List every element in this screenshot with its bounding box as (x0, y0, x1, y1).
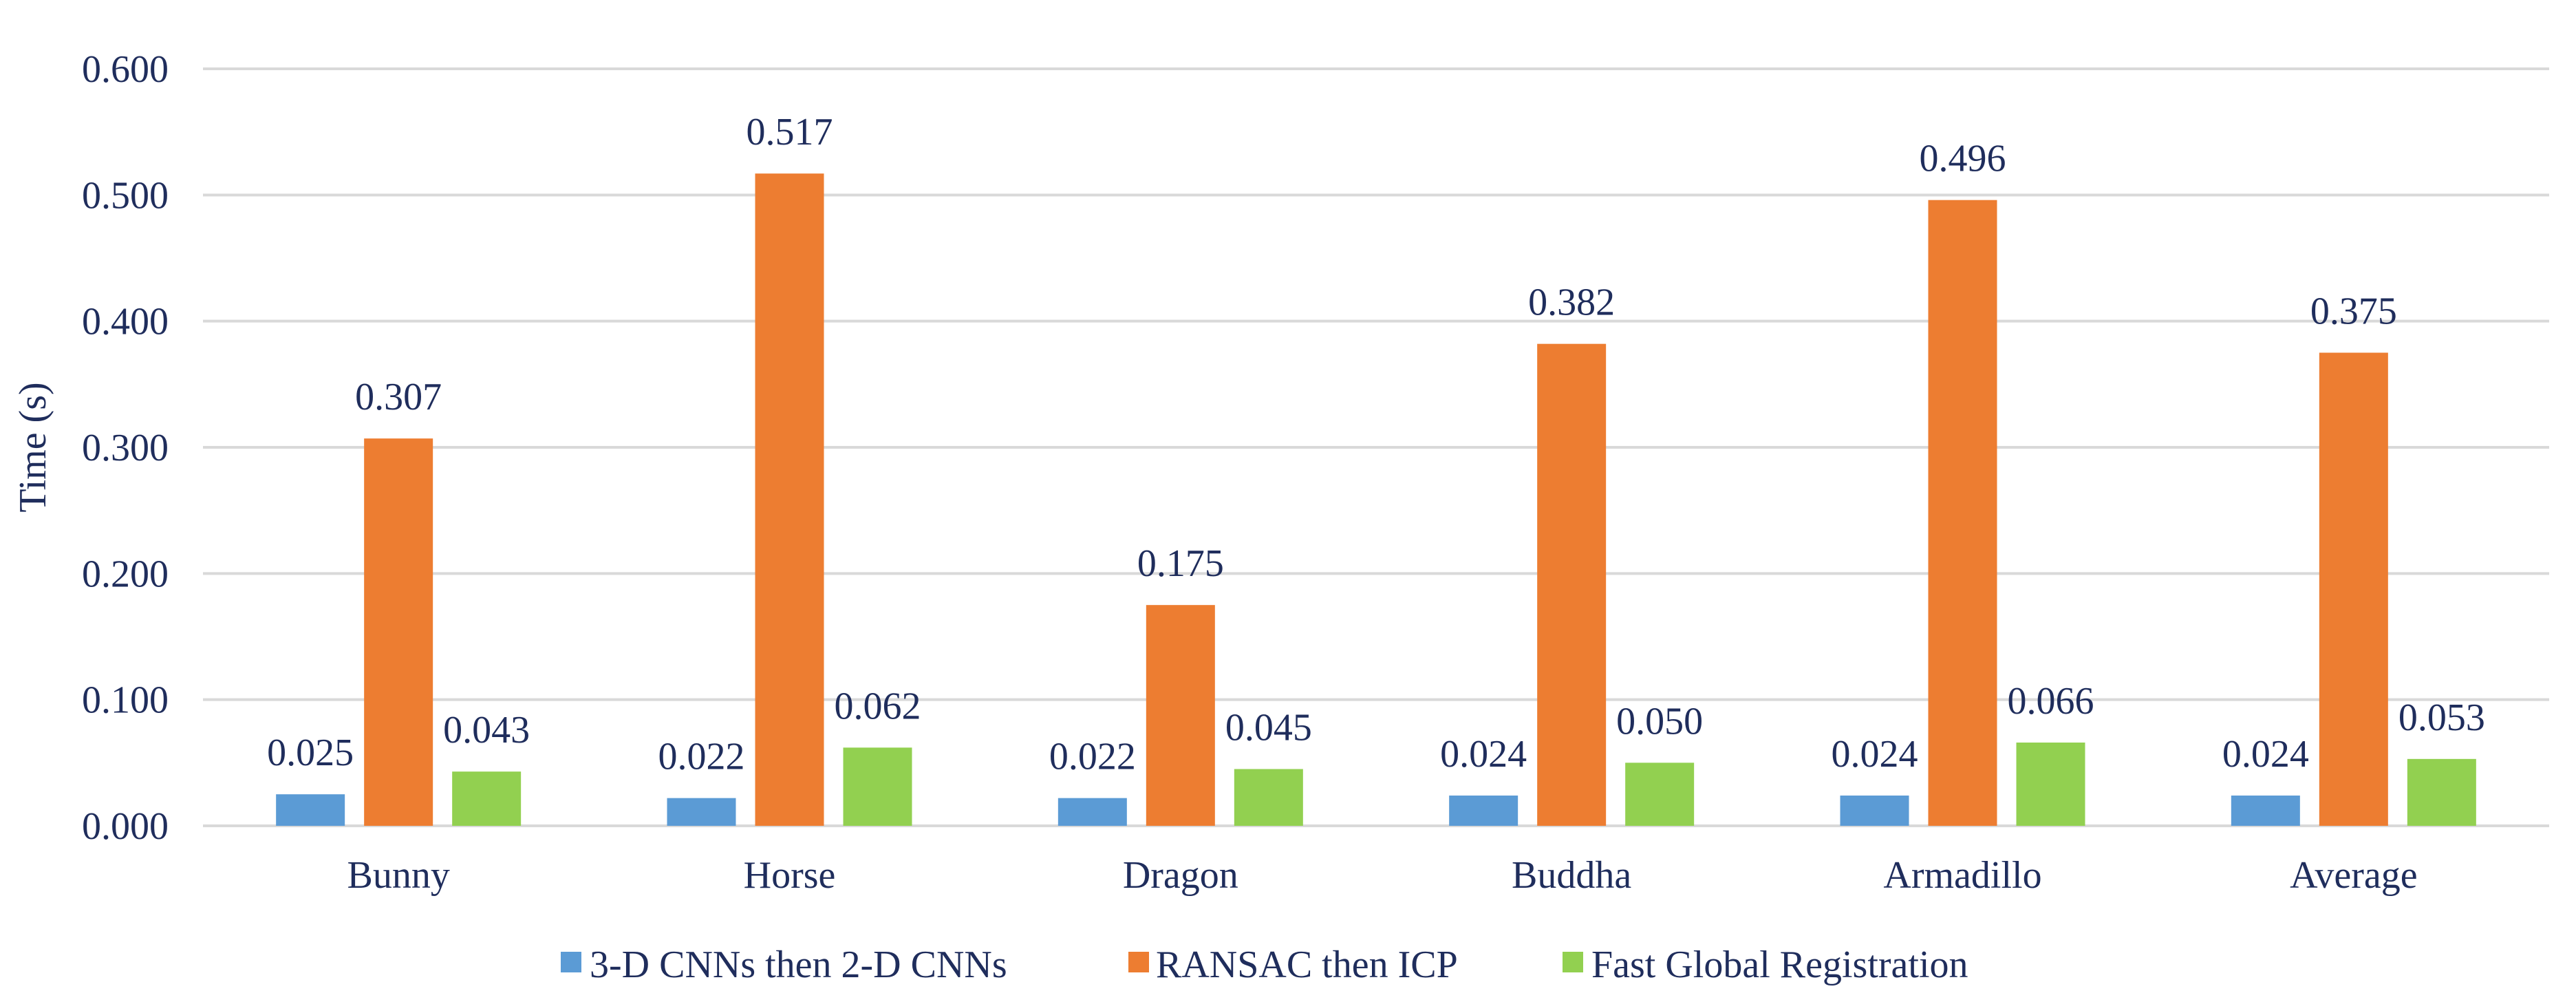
bar (2231, 796, 2300, 826)
bar (1058, 798, 1127, 826)
x-category-label: Horse (744, 854, 836, 897)
bar (276, 794, 345, 826)
x-category-label: Buddha (1512, 854, 1631, 897)
legend-label: RANSAC then ICP (1156, 944, 1458, 986)
data-labels: 0.025 0.307 0.043 0.022 0.517 0.062 0.022 0.175… (267, 111, 2485, 778)
x-category-label: Average (2290, 854, 2418, 897)
bar (1625, 763, 1695, 826)
legend-swatch (1128, 952, 1149, 972)
x-axis-categories: Bunny Horse Dragon Buddha Armadillo Average (347, 854, 2417, 897)
data-label: 0.024 (1440, 733, 1527, 776)
y-tick-label: 0.500 (82, 174, 169, 217)
data-label: 0.050 (1616, 700, 1703, 743)
legend-swatch (561, 952, 581, 972)
y-axis-ticks: 0.000 0.100 0.200 0.300 0.400 0.500 0.600 (82, 48, 169, 848)
y-tick-label: 0.000 (82, 805, 169, 848)
x-category-label: Bunny (347, 854, 449, 897)
gridlines (203, 67, 2549, 827)
data-label: 0.375 (2310, 290, 2397, 333)
data-label: 0.024 (1832, 733, 1918, 776)
bar (1146, 605, 1215, 826)
y-tick-label: 0.600 (82, 48, 169, 91)
x-category-label: Armadillo (1883, 854, 2041, 897)
bar (364, 438, 433, 826)
data-label: 0.517 (747, 111, 833, 153)
y-tick-label: 0.400 (82, 301, 169, 343)
data-label: 0.043 (443, 709, 530, 752)
legend-label: 3-D CNNs then 2-D CNNs (590, 944, 1007, 986)
data-label: 0.053 (2398, 696, 2485, 739)
data-label: 0.382 (1528, 281, 1615, 324)
data-label: 0.025 (267, 732, 354, 774)
bar (755, 173, 824, 826)
bar (1928, 200, 1997, 827)
bar (2407, 758, 2476, 826)
y-tick-label: 0.200 (82, 553, 169, 595)
data-label: 0.022 (1049, 736, 1136, 778)
data-label: 0.024 (2222, 733, 2309, 776)
bar (452, 771, 522, 826)
bar (2016, 743, 2085, 826)
bar (1840, 796, 1909, 826)
y-tick-label: 0.300 (82, 427, 169, 469)
bar (667, 798, 736, 826)
data-label: 0.307 (355, 376, 442, 418)
data-label: 0.175 (1137, 542, 1224, 585)
bar (843, 747, 912, 826)
data-label: 0.045 (1225, 707, 1312, 749)
x-category-label: Dragon (1123, 854, 1238, 897)
bar (1449, 796, 1518, 826)
legend: 3-D CNNs then 2-D CNNs RANSAC then ICP Fas… (561, 944, 1968, 986)
bar (1234, 769, 1303, 826)
y-axis-title: Time (s) (12, 382, 54, 512)
legend-swatch (1563, 952, 1583, 972)
data-label: 0.062 (835, 685, 921, 727)
bars (276, 173, 2476, 827)
bar (1537, 343, 1607, 827)
data-label: 0.022 (658, 736, 745, 778)
y-tick-label: 0.100 (82, 679, 169, 722)
legend-label: Fast Global Registration (1591, 944, 1968, 986)
data-label: 0.066 (2008, 680, 2094, 723)
data-label: 0.496 (1920, 138, 2006, 180)
bar (2319, 352, 2388, 826)
